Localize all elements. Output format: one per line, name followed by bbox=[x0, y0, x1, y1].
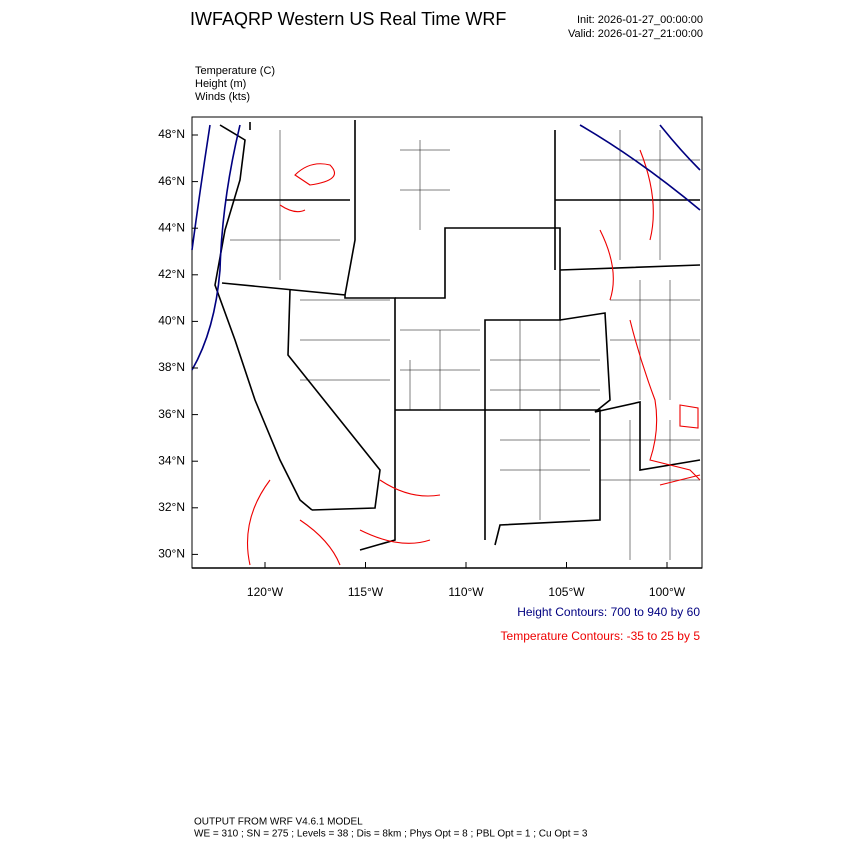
height-contours bbox=[191, 124, 701, 371]
temperature-contours bbox=[247, 149, 701, 566]
lat-label: 48°N bbox=[158, 127, 185, 141]
map-frame bbox=[191, 116, 703, 569]
lat-label: 42°N bbox=[158, 267, 185, 281]
lat-label: 38°N bbox=[158, 360, 185, 374]
latitude-axis: 48°N 46°N 44°N 42°N 40°N 38°N 36°N 34°N 32°N 30°N bbox=[158, 127, 198, 561]
lon-label: 110°W bbox=[448, 585, 484, 599]
height-legend: Height Contours: 700 to 940 by 60 bbox=[517, 605, 700, 619]
lat-label: 36°N bbox=[158, 407, 185, 421]
lat-label: 40°N bbox=[158, 314, 185, 328]
valid-time: Valid: 2026-01-27_21:00:00 bbox=[568, 28, 703, 40]
lon-label: 105°W bbox=[548, 585, 585, 599]
lat-label: 32°N bbox=[158, 500, 185, 514]
lon-label: 100°W bbox=[649, 585, 686, 599]
lat-label: 46°N bbox=[158, 174, 185, 188]
map bbox=[191, 116, 703, 569]
field-label: Height (m) bbox=[195, 78, 246, 90]
lat-label: 44°N bbox=[158, 220, 185, 234]
lat-label: 34°N bbox=[158, 453, 185, 467]
title: IWFAQRP Western US Real Time WRF bbox=[190, 9, 506, 29]
field-label: Temperature (C) bbox=[195, 65, 275, 77]
county-lines bbox=[230, 130, 700, 560]
lon-label: 120°W bbox=[247, 585, 284, 599]
init-time: Init: 2026-01-27_00:00:00 bbox=[577, 14, 703, 26]
lat-label: 30°N bbox=[158, 547, 185, 561]
lon-label: 115°W bbox=[348, 585, 384, 599]
footer-model: OUTPUT FROM WRF V4.6.1 MODEL bbox=[194, 817, 363, 828]
longitude-axis: 120°W 115°W 110°W 105°W 100°W bbox=[247, 562, 686, 599]
field-label: Winds (kts) bbox=[195, 91, 250, 103]
temperature-legend: Temperature Contours: -35 to 25 by 5 bbox=[501, 629, 701, 643]
footer-config: WE = 310 ; SN = 275 ; Levels = 38 ; Dis … bbox=[194, 829, 588, 840]
state-borders bbox=[192, 120, 702, 569]
